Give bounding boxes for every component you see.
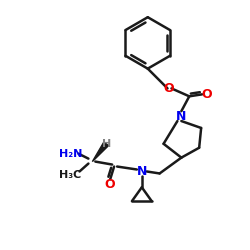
Text: O: O [202, 88, 212, 101]
Polygon shape [92, 142, 108, 162]
Text: O: O [105, 178, 116, 191]
Text: H₂N: H₂N [59, 149, 82, 159]
Text: H₃C: H₃C [60, 170, 82, 180]
Text: H: H [102, 139, 111, 149]
Text: N: N [176, 110, 186, 122]
Text: O: O [163, 82, 174, 95]
Text: N: N [136, 165, 147, 178]
